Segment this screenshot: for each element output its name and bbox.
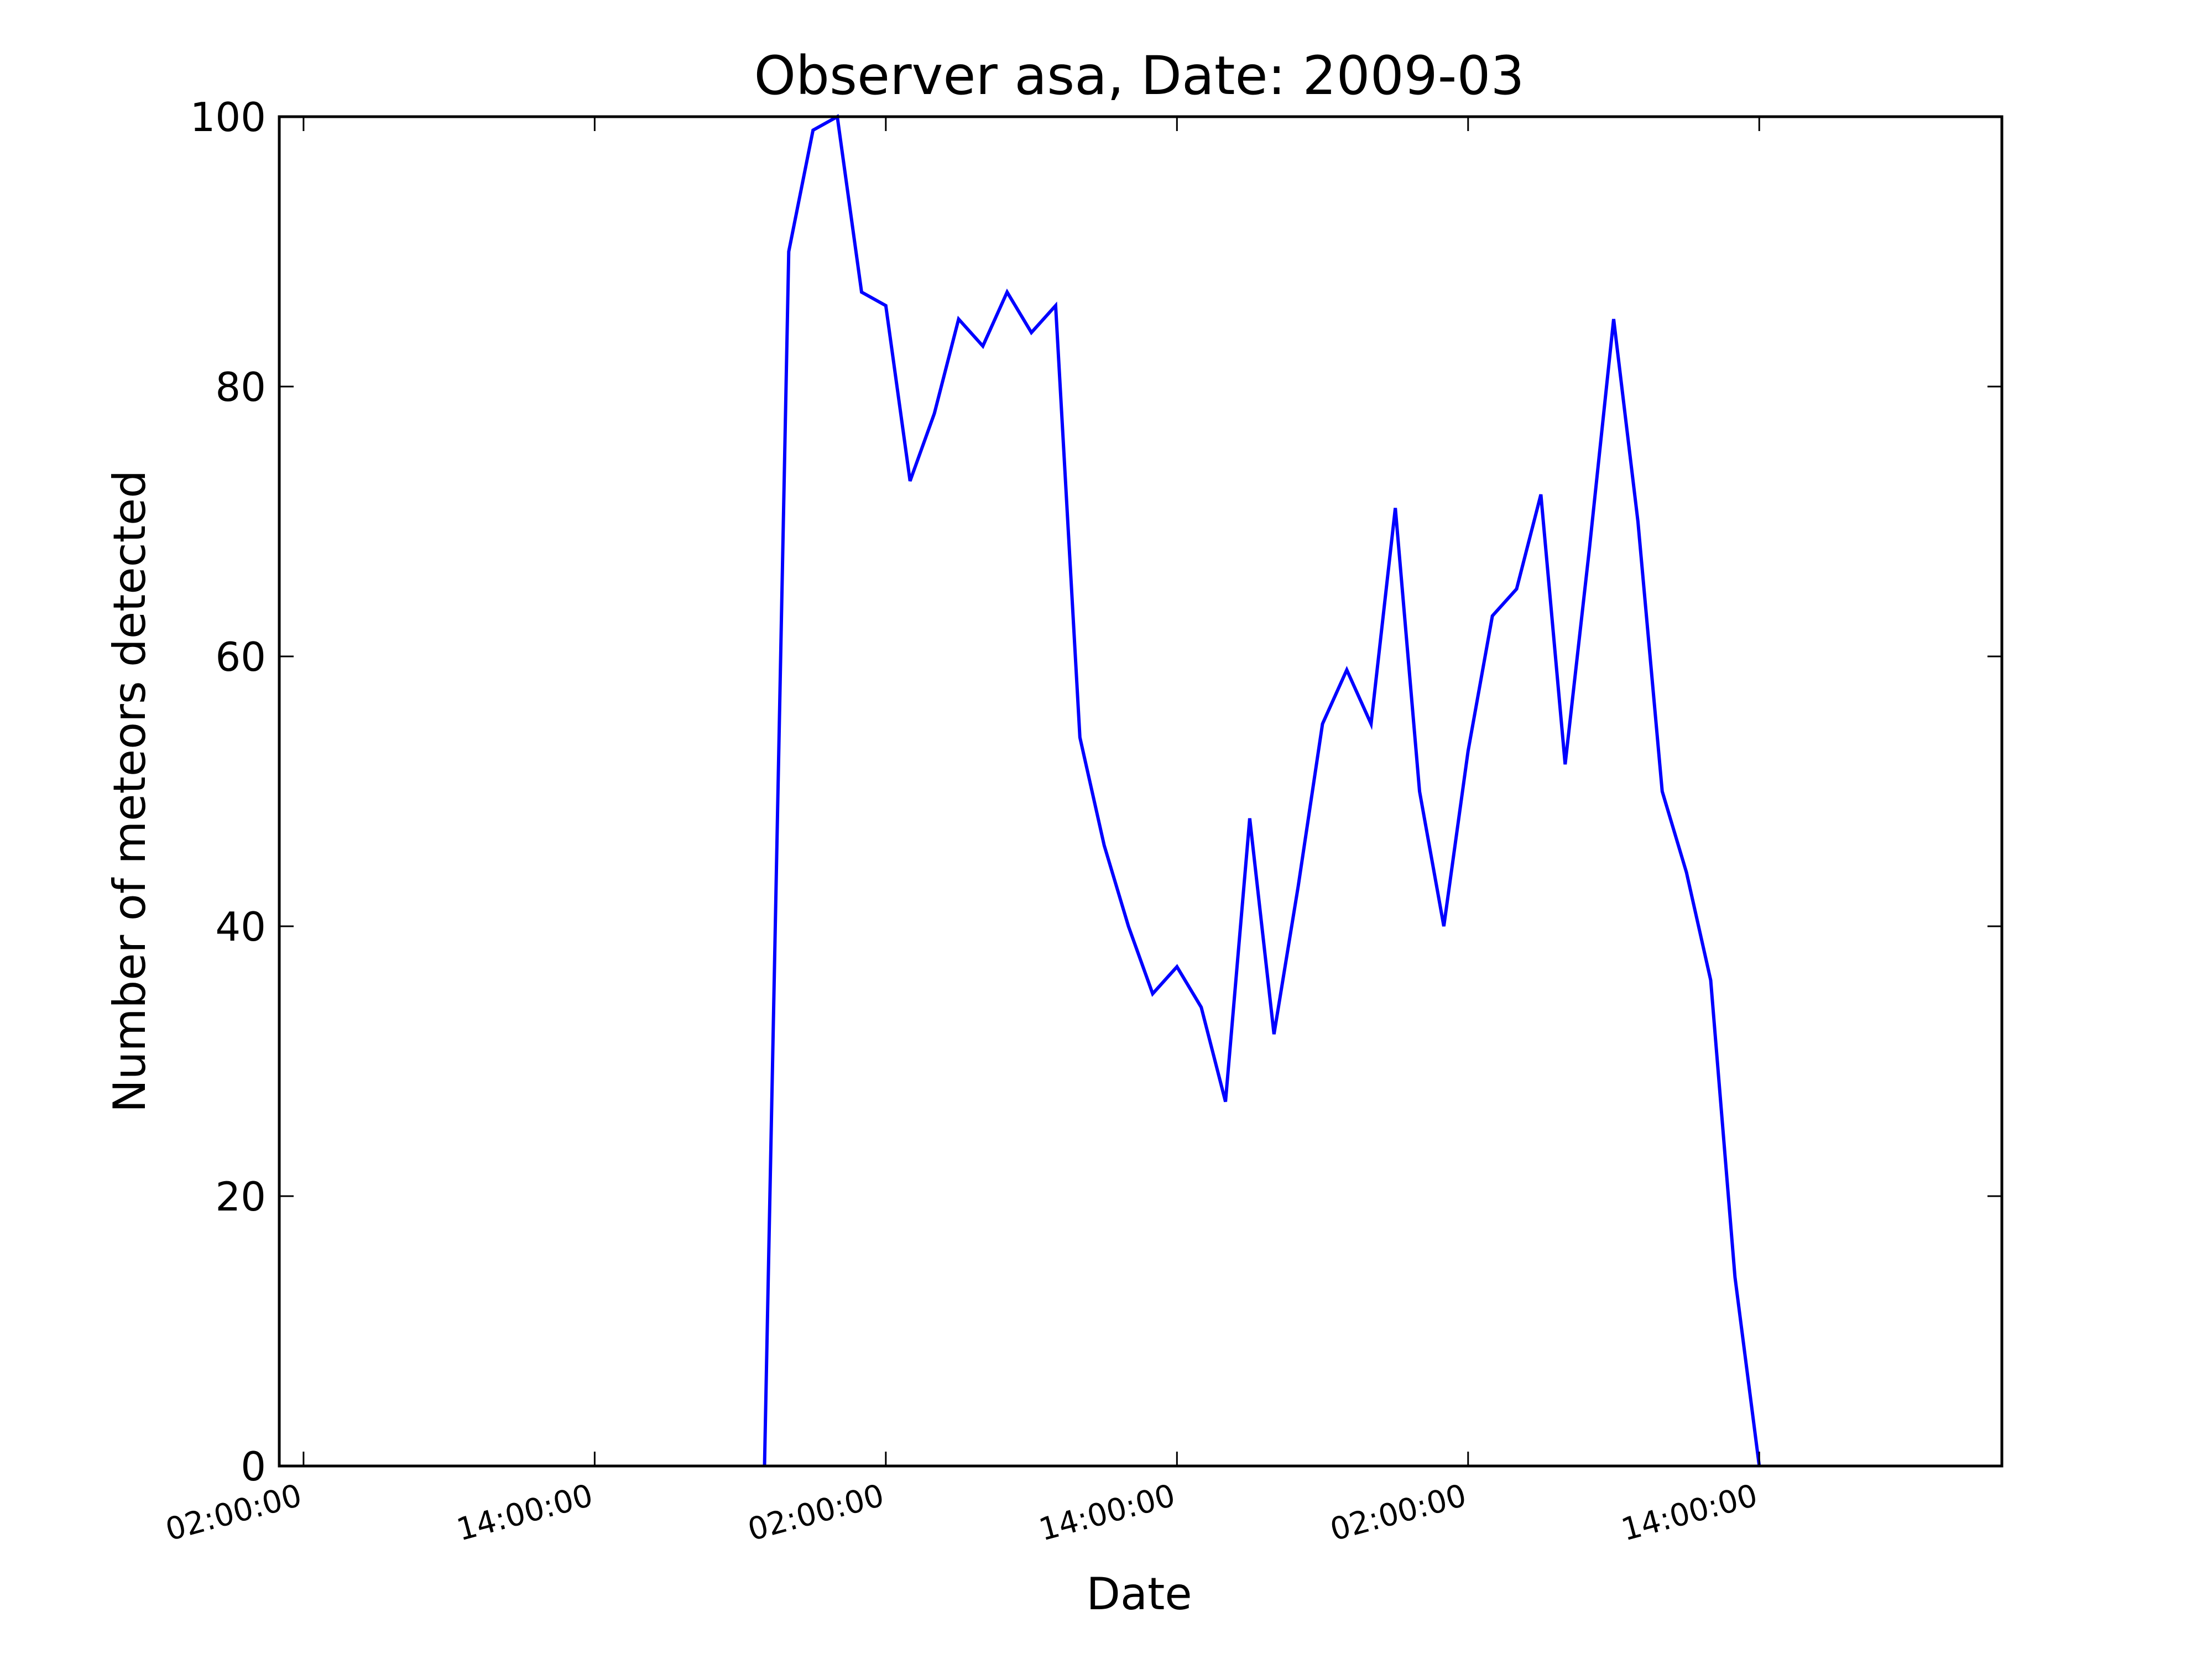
x-axis: 02:00:00 14:00:00 02:00:00 14:00:00 02:00:00… — [162, 117, 1761, 1548]
chart-title: Observer asa, Date: 2009-03 — [754, 45, 1524, 107]
x-tick-label: 02:00:00 — [162, 1478, 306, 1548]
series-line — [763, 114, 1761, 1467]
x-tick-label: 14:00:00 — [453, 1478, 597, 1548]
x-tick-label: 02:00:00 — [1327, 1478, 1470, 1548]
y-tick-label: 40 — [215, 904, 266, 950]
y-tick-label: 20 — [215, 1173, 266, 1220]
plot-area — [278, 114, 2004, 1468]
y-axis: 0 20 40 60 80 100 — [190, 94, 2002, 1490]
x-tick-label: 14:00:00 — [1035, 1478, 1179, 1548]
y-tick-label: 60 — [215, 634, 266, 680]
y-tick-label: 100 — [190, 94, 266, 140]
x-axis-label: Date — [1086, 1568, 1192, 1620]
y-tick-label: 0 — [241, 1443, 266, 1490]
x-tick-label: 02:00:00 — [744, 1478, 888, 1548]
x-tick-label: 14:00:00 — [1618, 1478, 1761, 1548]
y-tick-label: 80 — [215, 364, 266, 410]
y-axis-label: Number of meteors detected — [104, 470, 155, 1113]
axes-frame — [278, 115, 2004, 1468]
